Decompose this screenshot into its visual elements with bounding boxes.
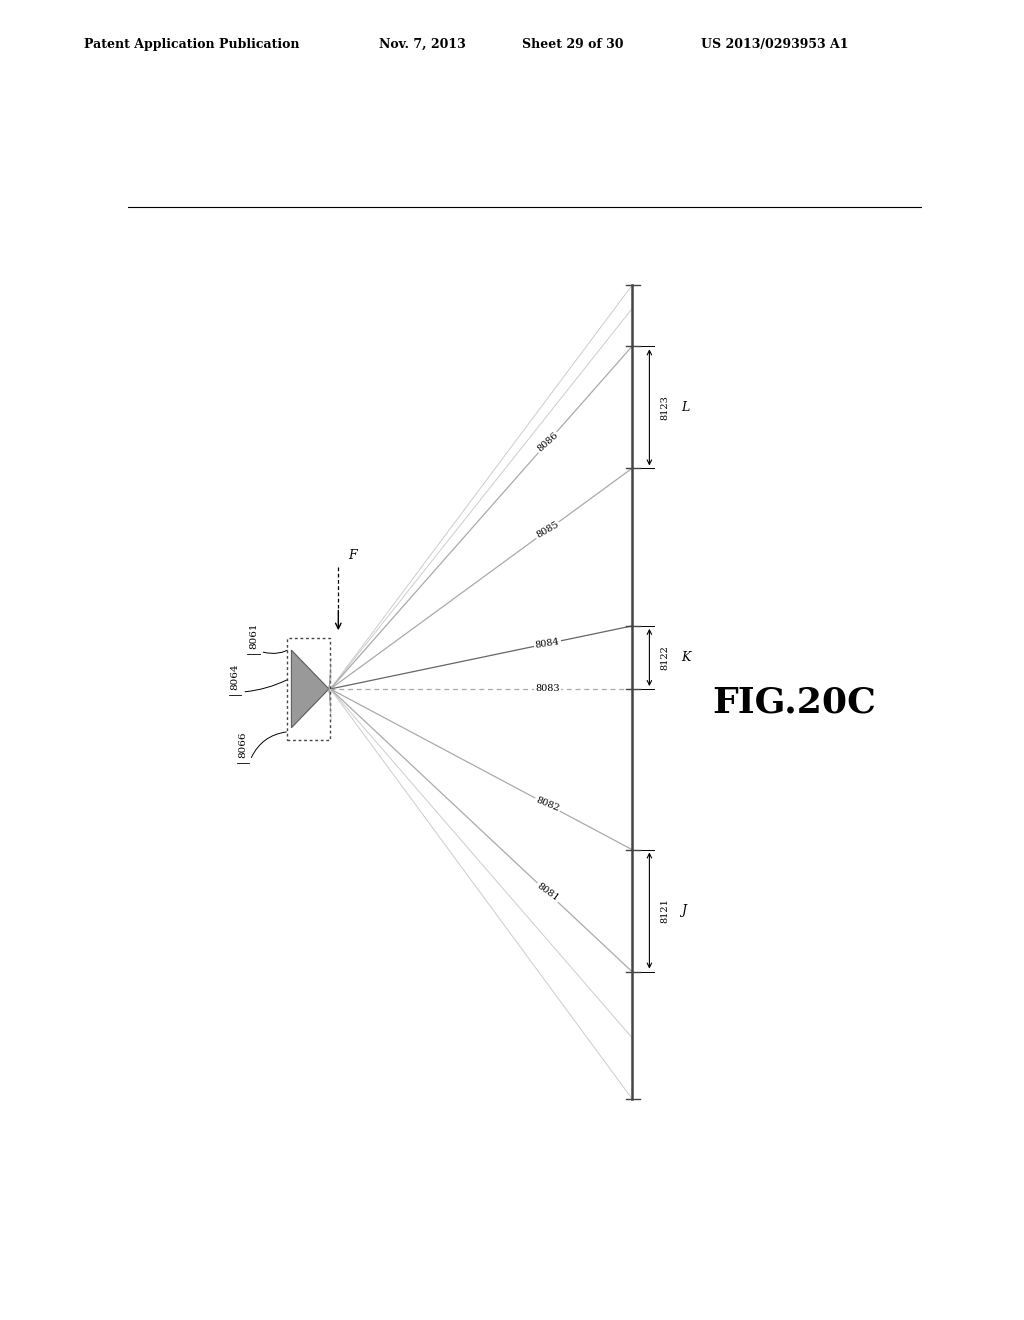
- Text: 8123: 8123: [660, 395, 669, 420]
- Text: F: F: [348, 549, 356, 562]
- Text: 8085: 8085: [535, 520, 560, 540]
- Bar: [287, 638, 331, 739]
- Text: 8086: 8086: [536, 430, 560, 454]
- Text: 8061: 8061: [249, 623, 258, 649]
- Text: Nov. 7, 2013: Nov. 7, 2013: [379, 37, 466, 50]
- Text: J: J: [681, 904, 686, 917]
- Text: 8064: 8064: [230, 664, 240, 690]
- Text: K: K: [681, 651, 690, 664]
- Text: 8083: 8083: [536, 685, 560, 693]
- Text: 8084: 8084: [535, 638, 560, 649]
- Text: FIG.20C: FIG.20C: [713, 685, 877, 719]
- Text: 8121: 8121: [660, 898, 669, 923]
- Text: US 2013/0293953 A1: US 2013/0293953 A1: [701, 37, 849, 50]
- Text: 8122: 8122: [660, 645, 669, 669]
- Text: 8066: 8066: [239, 731, 248, 758]
- Text: Patent Application Publication: Patent Application Publication: [84, 37, 299, 50]
- Text: L: L: [681, 401, 689, 414]
- Text: 8082: 8082: [535, 796, 560, 813]
- Text: Sheet 29 of 30: Sheet 29 of 30: [522, 37, 624, 50]
- Polygon shape: [292, 651, 329, 727]
- Text: 8081: 8081: [535, 882, 560, 903]
